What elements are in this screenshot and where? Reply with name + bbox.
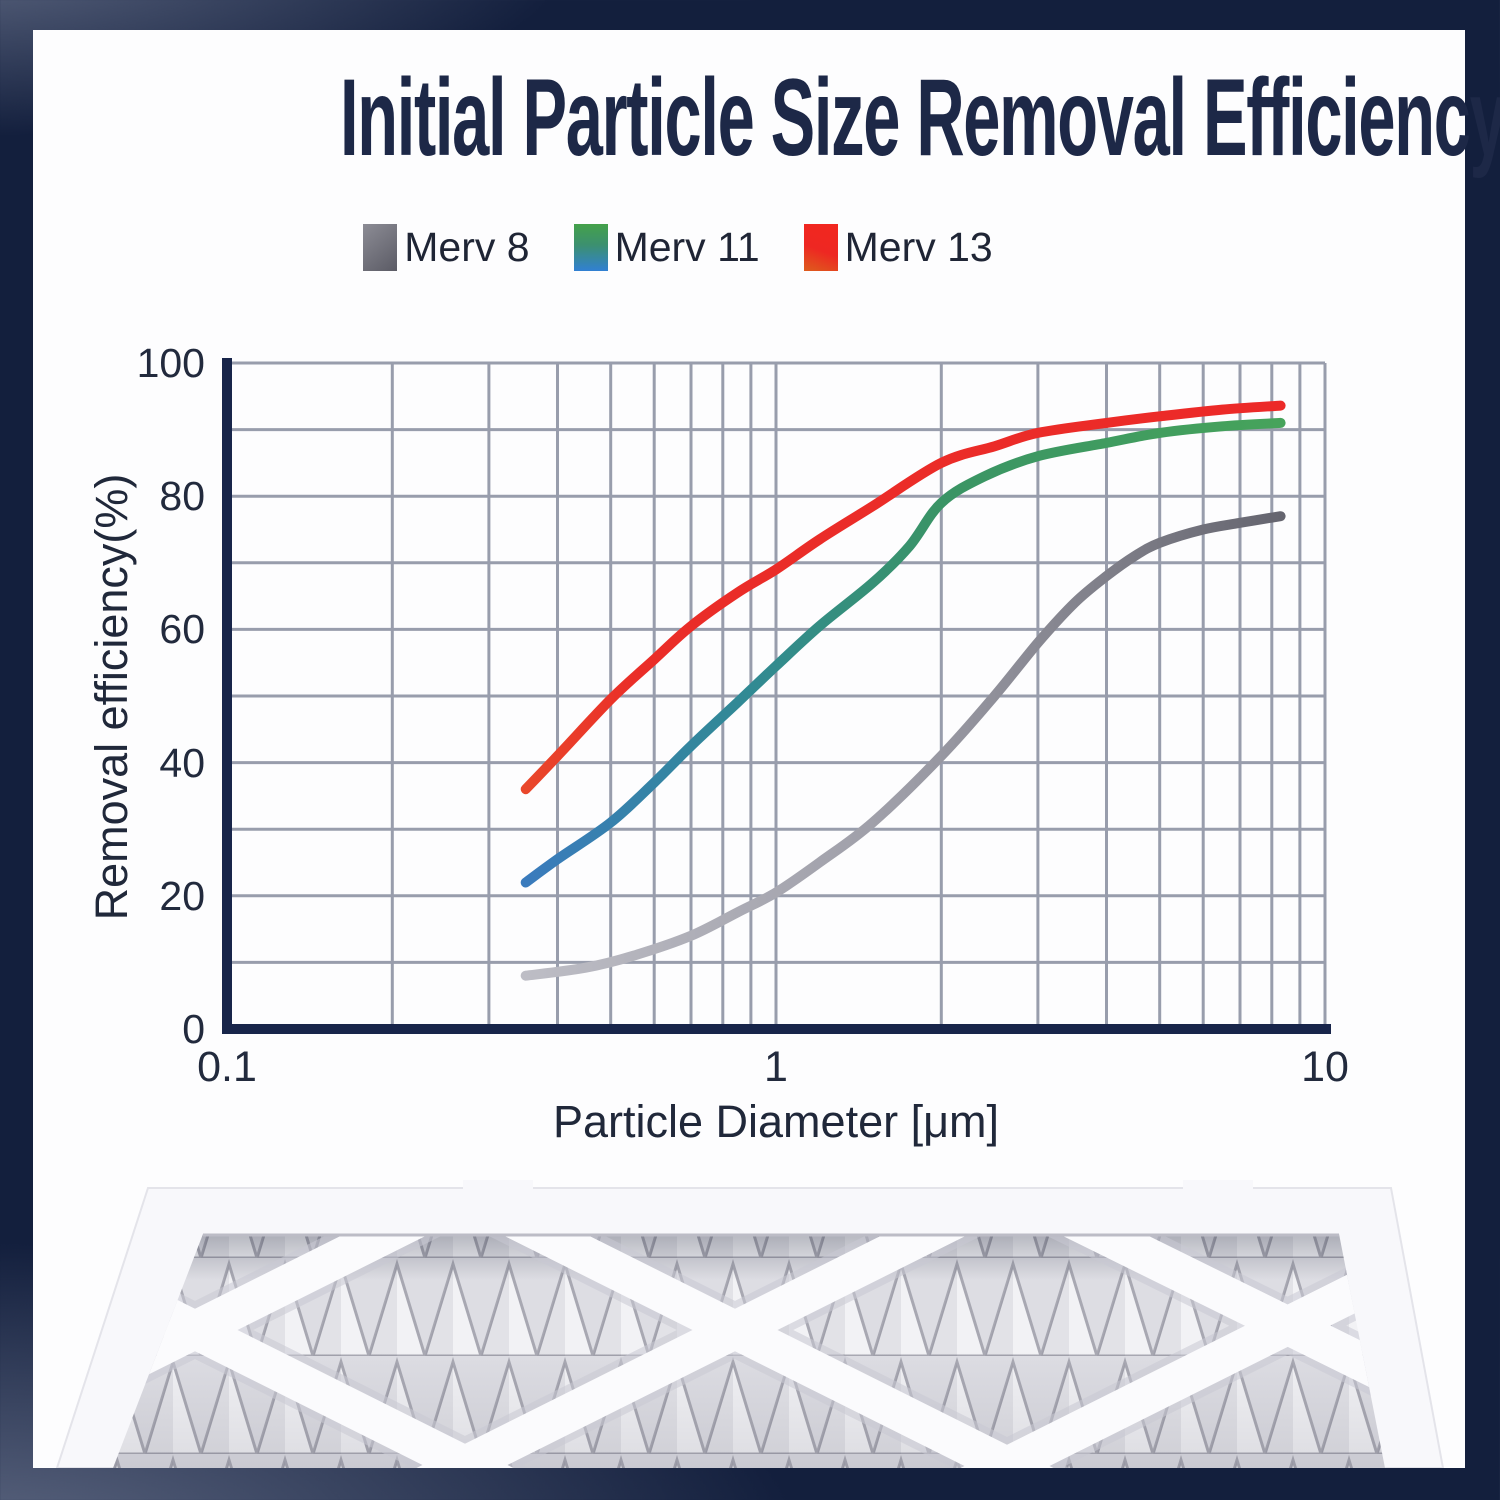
y-tick-40: 40 <box>159 739 205 786</box>
page-title: Initial Particle Size Removal Efficiency <box>33 60 1500 176</box>
legend-swatch <box>803 224 838 271</box>
y-tick-0: 0 <box>182 1006 205 1052</box>
x-tick-0.1: 0.1 <box>197 1043 257 1091</box>
x-tick-1: 1 <box>764 1043 788 1091</box>
page-title-text: Initial Particle Size Removal Efficiency <box>339 56 1500 179</box>
legend-label: Merv 8 <box>404 224 530 270</box>
y-axis-label: Removal efficiency(%) <box>86 473 137 921</box>
y-tick-20: 20 <box>159 872 205 919</box>
legend-label: Merv 13 <box>844 224 993 270</box>
legend-label: Merv 11 <box>614 224 760 270</box>
x-tick-10: 10 <box>1301 1043 1349 1091</box>
legend-item-merv-8: Merv 8 <box>363 224 530 271</box>
y-tick-100: 100 <box>136 340 205 386</box>
x-axis-label: Particle Diameter [μm] <box>552 1096 1000 1147</box>
chart-legend: Merv 8 Merv 11 Merv 13 <box>0 224 1356 271</box>
y-tick-60: 60 <box>159 606 205 653</box>
legend-item-merv-13: Merv 13 <box>803 224 993 271</box>
legend-swatch <box>573 224 608 271</box>
legend-item-merv-11: Merv 11 <box>573 224 760 271</box>
legend-swatch <box>363 224 398 271</box>
y-tick-80: 80 <box>159 473 205 520</box>
